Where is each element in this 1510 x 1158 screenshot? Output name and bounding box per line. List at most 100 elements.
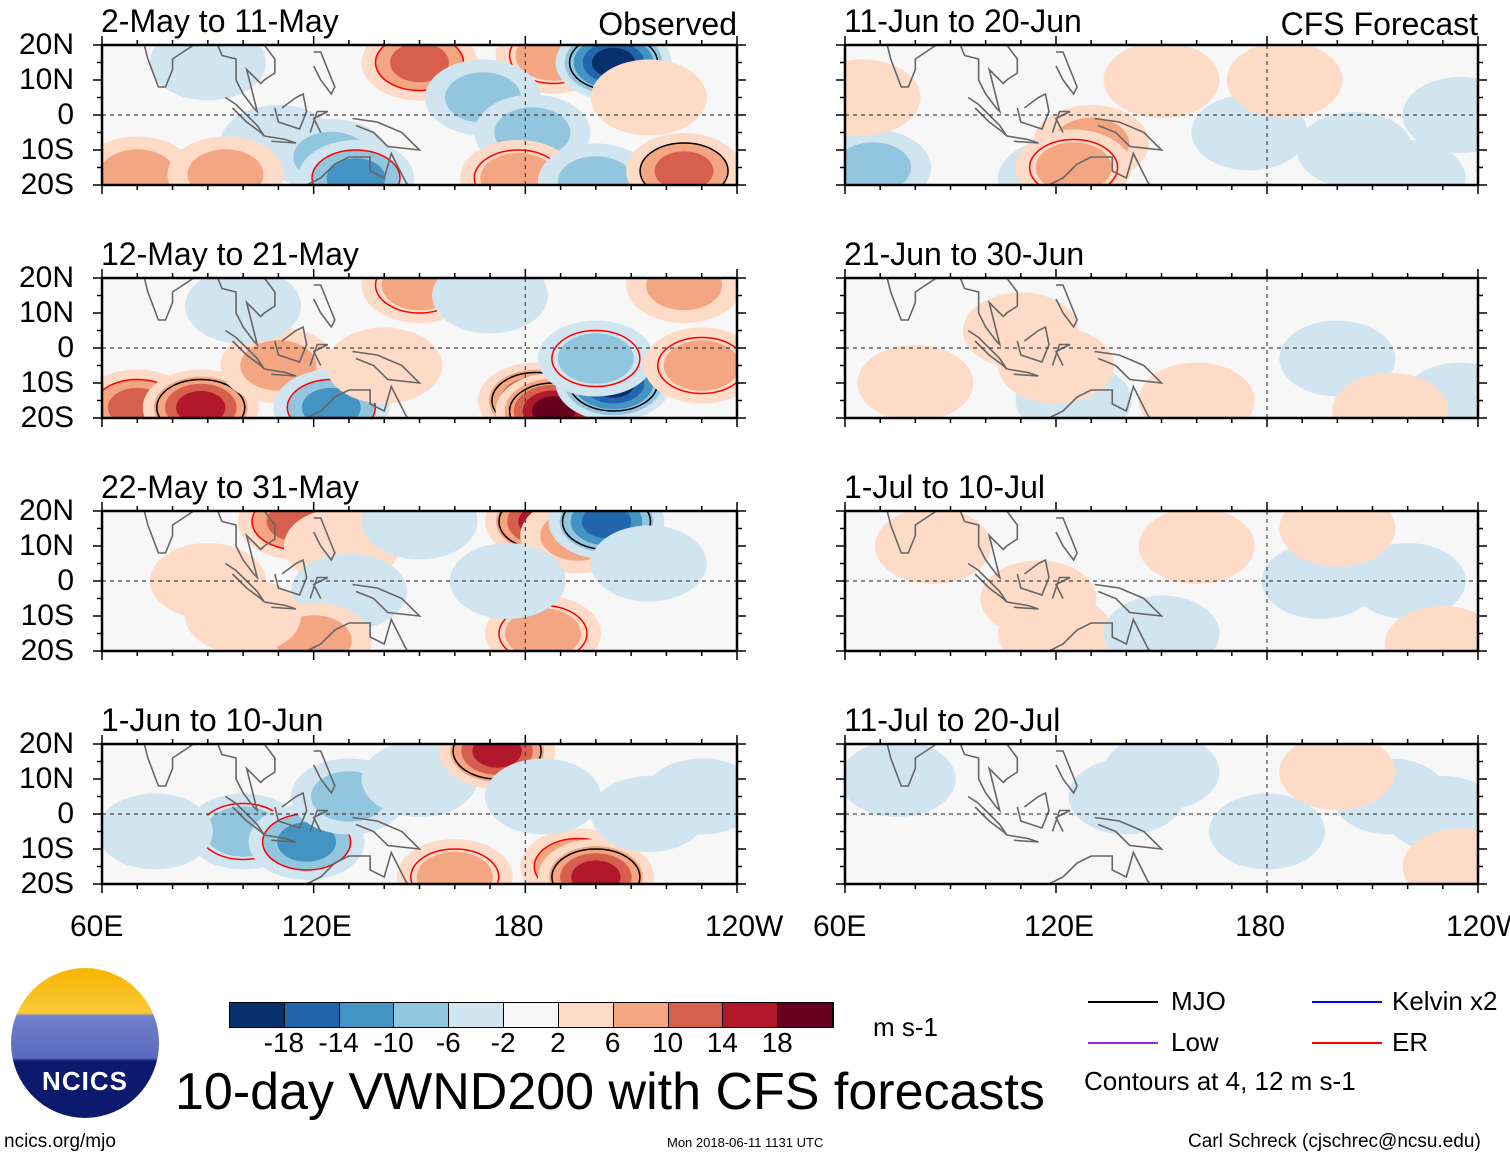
colorbar-tick-label: 10: [651, 1027, 684, 1058]
lon-label: 180: [493, 910, 544, 943]
anomaly-shading: [857, 345, 974, 418]
colorbar-swatch: [504, 1003, 559, 1027]
coastline: [1016, 92, 1050, 130]
lon-label: 120E: [281, 910, 352, 943]
legend-line-low: [1088, 1042, 1158, 1044]
map-panel: [836, 735, 1487, 893]
anomaly-shading: [590, 59, 707, 136]
coastline: [1006, 368, 1039, 377]
coastline: [1047, 617, 1151, 651]
coastline: [1094, 816, 1164, 851]
coastline: [274, 558, 308, 596]
coastline: [959, 45, 1019, 115]
anomaly-shading: [504, 608, 581, 651]
observed-label: Observed: [598, 6, 737, 42]
coastline: [1094, 350, 1164, 385]
coastline: [309, 343, 329, 366]
logo-text: NCICS: [42, 1066, 128, 1096]
coastline: [885, 45, 939, 88]
coastline: [304, 384, 409, 418]
coastline: [1006, 834, 1039, 843]
coastline: [1055, 750, 1078, 795]
anomaly-shading: [845, 142, 912, 185]
coastline: [1016, 325, 1050, 363]
panel-title: 11-Jun to 20-Jun: [844, 3, 1082, 39]
anomaly-shading: [102, 149, 176, 185]
coastline: [309, 809, 329, 832]
colorbar-tick-label: -18: [263, 1027, 305, 1058]
coastline: [1051, 110, 1071, 133]
coastline: [1094, 117, 1164, 152]
colorbar-swatch: [284, 1003, 340, 1027]
coastline: [216, 278, 276, 348]
lon-label: 120E: [1024, 910, 1095, 943]
legend-label-er: ER: [1392, 1027, 1429, 1057]
forecast-label: CFS Forecast: [1280, 6, 1478, 42]
coastline: [312, 517, 336, 562]
coastline: [264, 834, 297, 843]
coastline: [352, 117, 422, 152]
contour-line: [656, 336, 737, 395]
coastline: [274, 791, 308, 829]
colorbar: [229, 1002, 834, 1028]
anomaly-shading: [1332, 373, 1449, 418]
anomaly-shading: [176, 390, 226, 418]
coastline: [304, 617, 409, 651]
coastline: [1051, 576, 1071, 599]
coastline: [1094, 583, 1164, 618]
coastline: [216, 45, 276, 115]
anomaly-shading: [557, 333, 634, 384]
anomaly-shading: [1209, 793, 1325, 870]
coastline: [885, 278, 939, 321]
footer-url[interactable]: ncics.org/mjo: [4, 1131, 116, 1152]
lat-label: 10S: [20, 133, 74, 166]
panel-title: 22-May to 31-May: [101, 469, 359, 505]
anomaly-shading: [432, 278, 549, 334]
coastline: [312, 284, 336, 329]
coastline: [352, 583, 422, 618]
coastline: [309, 576, 329, 599]
colorbar-swatch: [449, 1003, 505, 1027]
footer-author: Carl Schreck (cjschrec@ncsu.edu): [1188, 1131, 1481, 1152]
anomaly-shading: [663, 340, 737, 391]
lon-label: 60E: [813, 910, 867, 943]
lat-label: 10S: [20, 599, 74, 632]
panel-title: 1-Jun to 10-Jun: [101, 702, 324, 738]
anomaly-shading: [646, 278, 723, 311]
anomaly-shading: [1138, 511, 1255, 584]
anomaly-shading: [643, 758, 737, 835]
legend-line-mjo: [1088, 1001, 1158, 1003]
coastline: [142, 744, 196, 787]
lat-label: 20N: [18, 494, 74, 527]
coastline: [1055, 284, 1078, 329]
legend-line-er: [1312, 1042, 1382, 1044]
coastline: [352, 816, 422, 851]
anomaly-shading: [449, 543, 566, 619]
colorbar-tick-label: -10: [373, 1027, 414, 1058]
coastline: [1016, 791, 1050, 829]
anomaly-shading: [102, 793, 213, 870]
colorbar-tick-label: 2: [550, 1027, 566, 1058]
anomaly-shading: [480, 152, 557, 185]
anomaly-shading: [185, 578, 302, 651]
coastline: [274, 92, 308, 130]
contour-line: [156, 378, 246, 418]
panel-title: 2-May to 11-May: [101, 3, 339, 39]
colorbar-tick-label: -14: [318, 1027, 359, 1058]
anomaly-shading: [1103, 45, 1220, 118]
coastline: [1047, 850, 1151, 884]
coastline: [885, 511, 939, 554]
anomaly-shading: [390, 45, 449, 83]
map-panel: [93, 36, 746, 194]
anomaly-shading: [1103, 595, 1220, 651]
anomaly-shading: [1402, 828, 1478, 884]
ncics-logo: NCICS: [11, 968, 159, 1118]
lat-label: 20N: [18, 727, 74, 760]
coastline: [1047, 384, 1151, 418]
anomaly-shading: [998, 595, 1114, 651]
anomaly-shading: [472, 744, 522, 768]
contour-line: [410, 848, 500, 884]
panel-title: 12-May to 21-May: [101, 236, 359, 272]
anomaly-shading: [654, 151, 714, 185]
